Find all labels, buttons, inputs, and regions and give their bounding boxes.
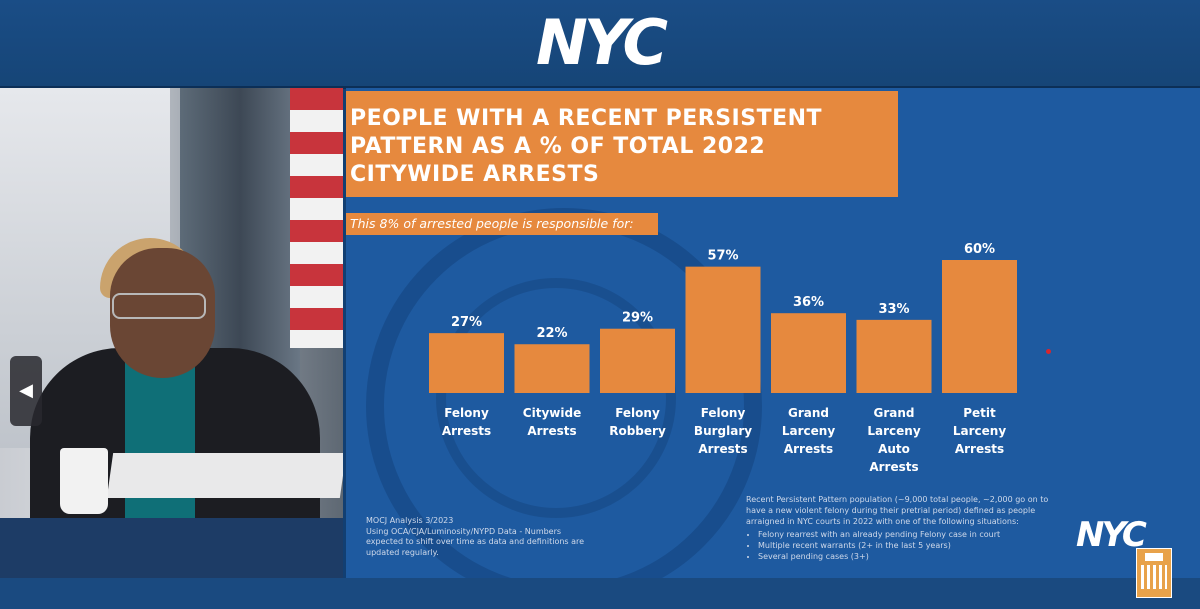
bar [771,313,846,393]
category-label: Auto [878,442,910,456]
category-label: Larceny [953,424,1006,438]
footnote-source: MOCJ Analysis 3/2023 Using OCA/CJA/Lumin… [366,516,585,557]
category-label: Petit [963,406,996,420]
top-banner: NYC [0,0,1200,86]
pointer-dot [1046,349,1051,354]
desk-papers [106,453,343,498]
banner-divider [0,86,1200,89]
category-label: Grand [788,406,829,420]
category-label: Burglary [694,424,752,438]
desk [0,518,343,578]
category-label: Arrests [527,424,576,438]
data-label: 22% [536,326,567,341]
bar [600,328,675,393]
slide-subtitle-box: This 8% of arrested people is responsibl… [346,213,658,235]
nyc-corner-logo: NYC [1076,515,1147,555]
data-label: 27% [451,315,482,330]
category-label: Felony [444,406,489,420]
data-label: 60% [964,242,995,257]
footnote-definition-list: Felony rearrest with an already pending … [746,529,1066,562]
category-label: Felony [701,406,746,420]
category-label: Arrests [442,424,491,438]
footnote-item: Several pending cases (3+) [758,551,1066,562]
category-label: Arrests [698,442,747,456]
slide-title: PEOPLE WITH A RECENT PERSISTENT PATTERN … [350,106,823,187]
footnote-item: Multiple recent warrants (2+ in the last… [758,540,1066,551]
category-label: Arrests [869,460,918,474]
category-label: Grand [874,406,915,420]
slide-subtitle: This 8% of arrested people is responsibl… [350,216,634,231]
bar [942,260,1017,393]
speaker-shirt [125,353,195,543]
bar [514,344,590,393]
video-feed: ◀ [0,88,343,578]
data-label: 57% [707,249,738,264]
category-label: Arrests [955,442,1004,456]
city-seal-inner-ring [436,278,676,518]
data-label: 33% [878,302,909,317]
category-label: Larceny [782,424,835,438]
speaker-glasses [112,293,206,319]
presentation-slide: PEOPLE WITH A RECENT PERSISTENT PATTERN … [346,88,1200,578]
bar [856,319,932,393]
category-label: Felony [615,406,660,420]
slide-title-box: PEOPLE WITH A RECENT PERSISTENT PATTERN … [346,91,898,197]
bar-chart: 27% Felony Arrests 22% Citywide Arrests 29% Fel… [429,242,1017,474]
data-label: 29% [622,311,653,326]
footnote-definition-intro: Recent Persistent Pattern population (~9… [746,495,1049,526]
category-label: Robbery [609,424,666,438]
paper-cup [60,448,108,514]
previous-button[interactable]: ◀ [10,356,42,426]
speaker-face [110,248,215,378]
bottom-banner [0,578,1200,609]
data-label: 36% [793,295,824,310]
chevron-left-icon: ◀ [19,380,33,401]
nyc-logo: NYC [535,6,668,79]
footnote-definition: Recent Persistent Pattern population (~9… [746,494,1066,562]
bar [429,333,504,393]
american-flag [290,88,343,348]
category-label: Arrests [784,442,833,456]
category-label: Citywide [523,406,581,420]
category-label: Larceny [867,424,920,438]
footnote-item: Felony rearrest with an already pending … [758,529,1066,540]
bar [685,266,761,393]
city-hall-icon [1136,548,1172,598]
